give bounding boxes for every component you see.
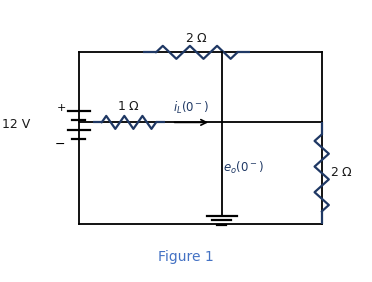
Text: Figure 1: Figure 1 (158, 250, 214, 264)
Text: 1 $\Omega$: 1 $\Omega$ (117, 100, 140, 113)
Text: 12 V: 12 V (2, 118, 31, 131)
Text: 2 $\Omega$: 2 $\Omega$ (330, 166, 353, 179)
Text: $i_L(0^-)$: $i_L(0^-)$ (173, 100, 209, 116)
Text: 2 $\Omega$: 2 $\Omega$ (185, 32, 208, 45)
Text: $-$: $-$ (54, 137, 65, 150)
Text: $e_o(0^-)$: $e_o(0^-)$ (223, 160, 264, 176)
Text: +: + (56, 103, 66, 113)
